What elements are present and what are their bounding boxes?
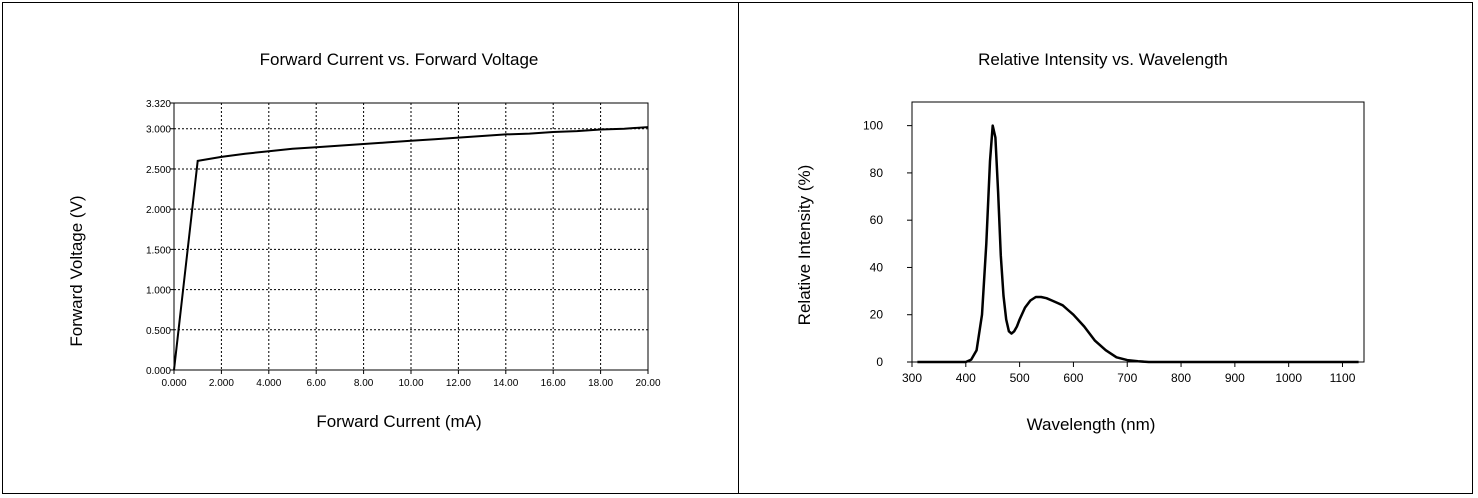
chart-title: Forward Current vs. Forward Voltage xyxy=(260,50,539,69)
y-tick-label: 0.000 xyxy=(146,366,171,377)
x-tick-label: 1100 xyxy=(1330,371,1356,385)
y-tick-label: 0.500 xyxy=(146,326,171,337)
series-line-relative-intensity xyxy=(917,124,1359,364)
x-tick-label: 0.000 xyxy=(161,378,186,389)
y-axis-title: Relative Intensity (%) xyxy=(795,165,814,326)
y-axis-title: Forward Voltage (V) xyxy=(67,195,86,346)
x-tick-label: 400 xyxy=(956,371,976,385)
y-tick-label: 2.000 xyxy=(146,205,171,216)
y-tick-label: 3.320 xyxy=(146,99,171,110)
x-tick-label: 10.00 xyxy=(398,378,423,389)
x-axis-title: Forward Current (mA) xyxy=(316,412,481,431)
x-tick-label: 600 xyxy=(1063,371,1083,385)
y-tick-label: 0 xyxy=(876,355,883,369)
series-line-forward-voltage xyxy=(173,126,649,371)
wavelength-chart: Relative Intensity vs. Wavelength Wavele… xyxy=(795,50,1365,434)
chart-panel-wavelength: Relative Intensity vs. Wavelength Wavele… xyxy=(739,3,1472,493)
panel-divider xyxy=(738,2,739,494)
y-tick-label: 1.500 xyxy=(146,245,171,256)
forward-current-chart: Forward Current vs. Forward Voltage Forw… xyxy=(67,50,661,431)
y-tick-label: 3.000 xyxy=(146,125,171,136)
x-tick-label: 700 xyxy=(1117,371,1137,385)
y-tick-label: 1.000 xyxy=(146,286,171,297)
x-tick-label: 8.00 xyxy=(354,378,374,389)
y-tick-label: 40 xyxy=(870,260,884,274)
y-tick-label: 80 xyxy=(870,166,884,180)
y-tick-label: 20 xyxy=(870,308,884,322)
y-tick-label: 60 xyxy=(870,213,884,227)
x-tick-label: 18.00 xyxy=(588,378,613,389)
x-tick-label: 4.000 xyxy=(256,378,281,389)
chart-panel-forward-current: Forward Current vs. Forward Voltage Forw… xyxy=(3,3,738,493)
x-tick-label: 1000 xyxy=(1275,371,1302,385)
chart-title: Relative Intensity vs. Wavelength xyxy=(978,50,1228,69)
x-axis-title: Wavelength (nm) xyxy=(1027,415,1156,434)
x-tick-label: 12.00 xyxy=(446,378,471,389)
x-tick-label: 6.00 xyxy=(306,378,326,389)
x-tick-label: 800 xyxy=(1171,371,1191,385)
x-tick-label: 2.000 xyxy=(209,378,234,389)
x-tick-label: 16.00 xyxy=(541,378,566,389)
y-tick-label: 2.500 xyxy=(146,165,171,176)
x-tick-label: 500 xyxy=(1010,371,1030,385)
x-tick-label: 20.00 xyxy=(635,378,660,389)
x-tick-label: 300 xyxy=(902,371,922,385)
x-tick-label: 14.00 xyxy=(493,378,518,389)
y-tick-label: 100 xyxy=(863,119,883,133)
x-tick-label: 900 xyxy=(1225,371,1245,385)
